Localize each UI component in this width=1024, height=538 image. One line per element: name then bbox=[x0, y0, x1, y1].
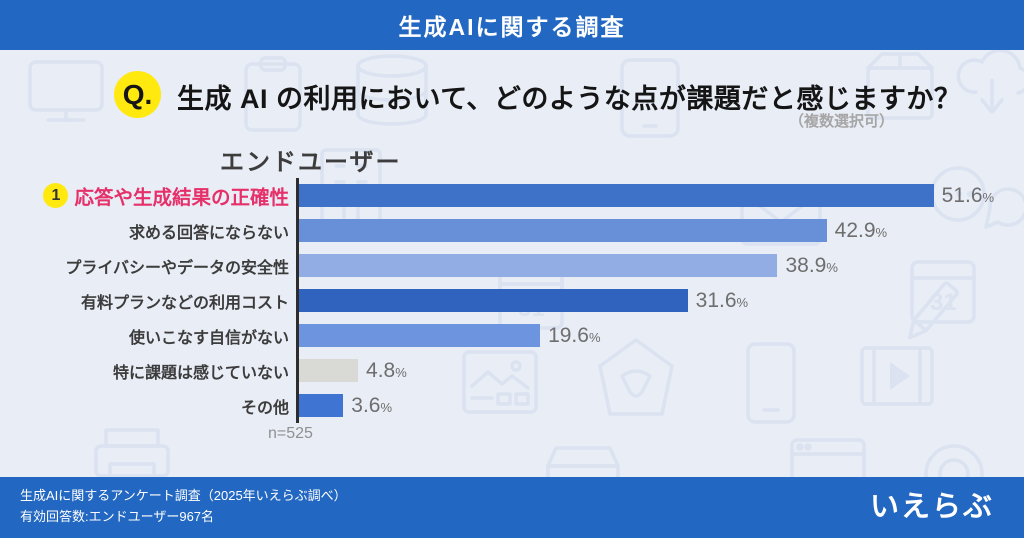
chart-row: プライバシーやデータの安全性 38.9% bbox=[30, 248, 1010, 283]
source-line1: 生成AIに関するアンケート調査（2025年いえらぶ調べ） bbox=[20, 488, 347, 503]
chart-row: 1 応答や生成結果の正確性 51.6% bbox=[30, 178, 1010, 213]
source-line2: 有効回答数:エンドユーザー967名 bbox=[20, 508, 215, 524]
chart-title: エンドユーザー bbox=[220, 149, 402, 176]
question-text: 生成 AI の利用において、どのような点が課題だと感じますか？ bbox=[177, 84, 962, 114]
chart-row: 特に課題は感じていない 4.8% bbox=[30, 353, 1010, 388]
bar-cell: 4.8% bbox=[296, 353, 1010, 388]
category-label-cell: プライバシーやデータの安全性 bbox=[30, 254, 296, 278]
bar-cell: 38.9% bbox=[296, 248, 1010, 283]
category-label: 応答や生成結果の正確性 bbox=[74, 187, 289, 209]
bar bbox=[299, 254, 778, 277]
monitor-icon bbox=[28, 60, 104, 122]
chart-row: 使いこなす自信がない 19.6% bbox=[30, 318, 1010, 353]
value-label: 42.9% bbox=[834, 218, 888, 242]
bar bbox=[299, 219, 827, 242]
footer: 生成AIに関するアンケート調査（2025年いえらぶ調べ） 有効回答数:エンドユー… bbox=[0, 477, 1024, 538]
bar-cell: 51.6% bbox=[296, 178, 1010, 213]
bar bbox=[299, 394, 344, 417]
value-label: 38.9% bbox=[785, 253, 838, 277]
category-label-cell: 1 応答や生成結果の正確性 bbox=[30, 181, 296, 210]
category-label: 使いこなす自信がない bbox=[128, 329, 289, 347]
chart-row: 求める回答にならない 42.9% bbox=[30, 213, 1010, 248]
sample-size-label: n=525 bbox=[268, 425, 313, 442]
rank-badge: 1 bbox=[43, 183, 69, 208]
category-label: 有料プランなどの利用コスト bbox=[80, 294, 289, 312]
bar bbox=[299, 289, 688, 312]
chart-row: その他 3.6% bbox=[30, 388, 1010, 423]
value-label: 19.6% bbox=[548, 323, 601, 347]
category-label: 特に課題は感じていない bbox=[112, 364, 289, 382]
bar bbox=[299, 359, 359, 382]
source-note: 生成AIに関するアンケート調査（2025年いえらぶ調べ） 有効回答数:エンドユー… bbox=[20, 486, 347, 528]
bar-cell: 3.6% bbox=[296, 388, 1010, 423]
multi-select-note: （複数選択可） bbox=[789, 113, 895, 130]
bar-cell: 31.6% bbox=[296, 283, 1010, 318]
value-label: 4.8% bbox=[366, 358, 407, 382]
category-label-cell: 求める回答にならない bbox=[30, 219, 296, 243]
chart-rows: 1 応答や生成結果の正確性 51.6% 求める回答にならない 42.9% プライ… bbox=[30, 178, 1010, 423]
category-label-cell: 特に課題は感じていない bbox=[30, 359, 296, 383]
question-badge: Q. bbox=[114, 71, 161, 118]
chart-row: 有料プランなどの利用コスト 31.6% bbox=[30, 283, 1010, 318]
bar bbox=[299, 324, 541, 347]
category-label-cell: その他 bbox=[30, 394, 296, 418]
bar bbox=[299, 184, 934, 207]
brand-logo: いえらぶ bbox=[869, 491, 994, 523]
bar-cell: 42.9% bbox=[296, 213, 1010, 248]
banner-title: 生成AIに関する調査 bbox=[398, 14, 626, 40]
cloud-download-icon bbox=[956, 48, 1024, 114]
category-label: 求める回答にならない bbox=[128, 224, 289, 242]
value-label: 3.6% bbox=[351, 393, 393, 417]
category-label: その他 bbox=[240, 399, 289, 417]
bar-cell: 19.6% bbox=[296, 318, 1010, 353]
category-label-cell: 有料プランなどの利用コスト bbox=[30, 289, 296, 313]
value-label: 51.6% bbox=[941, 183, 995, 207]
category-label: プライバシーやデータの安全性 bbox=[65, 259, 289, 277]
top-banner: 生成AIに関する調査 bbox=[0, 0, 1024, 50]
question-badge-label: Q. bbox=[122, 78, 153, 110]
value-label: 31.6% bbox=[695, 288, 749, 312]
category-label-cell: 使いこなす自信がない bbox=[30, 324, 296, 348]
